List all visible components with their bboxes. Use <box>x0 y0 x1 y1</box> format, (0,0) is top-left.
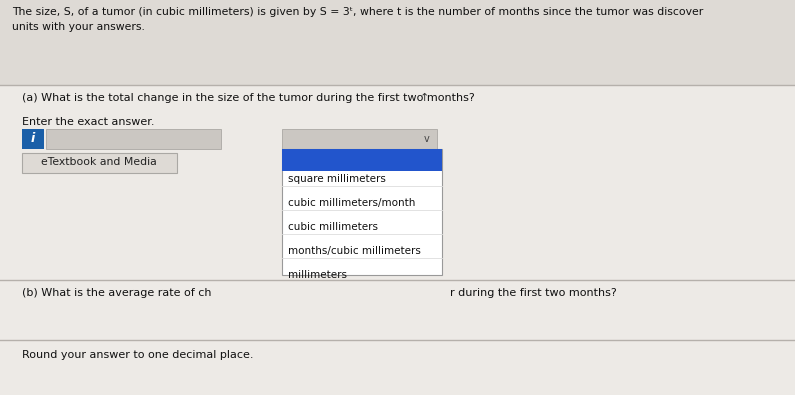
Text: r during the first two months?: r during the first two months? <box>450 288 617 298</box>
Text: Enter the exact answer.: Enter the exact answer. <box>22 117 154 127</box>
Bar <box>282 149 442 275</box>
Text: eTextbook and Media: eTextbook and Media <box>41 157 157 167</box>
Text: millimeters: millimeters <box>288 270 347 280</box>
Text: i: i <box>31 132 35 145</box>
Text: Round your answer to one decimal place.: Round your answer to one decimal place. <box>22 350 254 360</box>
Text: units with your answers.: units with your answers. <box>12 22 145 32</box>
Bar <box>0 0 795 85</box>
Text: square millimeters: square millimeters <box>288 174 386 184</box>
Text: v: v <box>424 134 430 144</box>
Text: cubic millimeters: cubic millimeters <box>288 222 378 232</box>
Text: (a) What is the total change in the size of the tumor during the first two month: (a) What is the total change in the size… <box>22 93 475 103</box>
Bar <box>46 129 221 149</box>
Text: ↑: ↑ <box>420 93 429 103</box>
Text: The size, S, of a tumor (in cubic millimeters) is given by S = 3ᵗ, where t is th: The size, S, of a tumor (in cubic millim… <box>12 7 704 17</box>
Bar <box>22 129 44 149</box>
Text: cubic millimeters/month: cubic millimeters/month <box>288 198 415 208</box>
Text: months/cubic millimeters: months/cubic millimeters <box>288 246 421 256</box>
Text: (b) What is the average rate of ch: (b) What is the average rate of ch <box>22 288 211 298</box>
Bar <box>22 153 177 173</box>
Text: +: + <box>343 127 366 155</box>
Bar <box>0 340 795 395</box>
Bar <box>0 280 795 340</box>
Bar <box>282 149 442 171</box>
Bar <box>282 129 437 149</box>
Bar <box>0 85 795 280</box>
